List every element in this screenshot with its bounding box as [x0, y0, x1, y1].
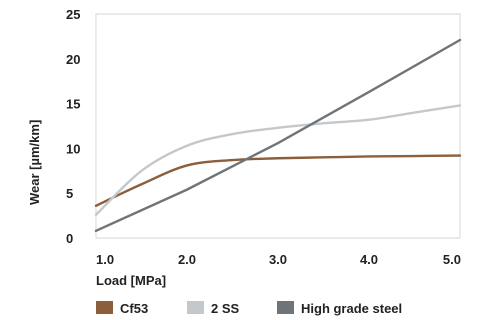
y-axis-label: Wear [µm/km]	[27, 120, 42, 205]
x-axis-label: Load [MPa]	[96, 273, 166, 288]
legend-swatch	[277, 301, 294, 314]
series-lines	[94, 38, 462, 233]
y-tick-label: 5	[66, 186, 73, 201]
legend-label: High grade steel	[301, 301, 402, 316]
x-tick-label: 1.0	[96, 252, 114, 267]
legend-label: 2 SS	[211, 301, 240, 316]
x-tick-label: 5.0	[443, 252, 461, 267]
plot-border	[95, 13, 461, 239]
y-tick-label: 20	[66, 52, 80, 67]
legend-label: Cf53	[120, 301, 148, 316]
y-tick-label: 10	[66, 141, 80, 156]
plot-frame	[95, 13, 461, 239]
series-line-cf53	[94, 154, 462, 207]
series-line-2-ss	[94, 104, 462, 216]
legend-swatch	[187, 301, 204, 314]
y-tick-label: 0	[66, 231, 73, 246]
legend: Cf53 2 SS High grade steel	[96, 301, 402, 316]
series-line-high-grade-steel	[94, 38, 462, 233]
x-tick-label: 2.0	[178, 252, 196, 267]
legend-swatch	[96, 301, 113, 314]
x-axis-ticks: 1.0 2.0 3.0 4.0 5.0	[96, 252, 461, 267]
y-tick-label: 15	[66, 97, 80, 112]
x-tick-label: 4.0	[360, 252, 378, 267]
y-tick-label: 25	[66, 7, 80, 22]
x-tick-label: 3.0	[269, 252, 287, 267]
y-axis-ticks: 0 5 10 15 20 25	[66, 7, 80, 246]
